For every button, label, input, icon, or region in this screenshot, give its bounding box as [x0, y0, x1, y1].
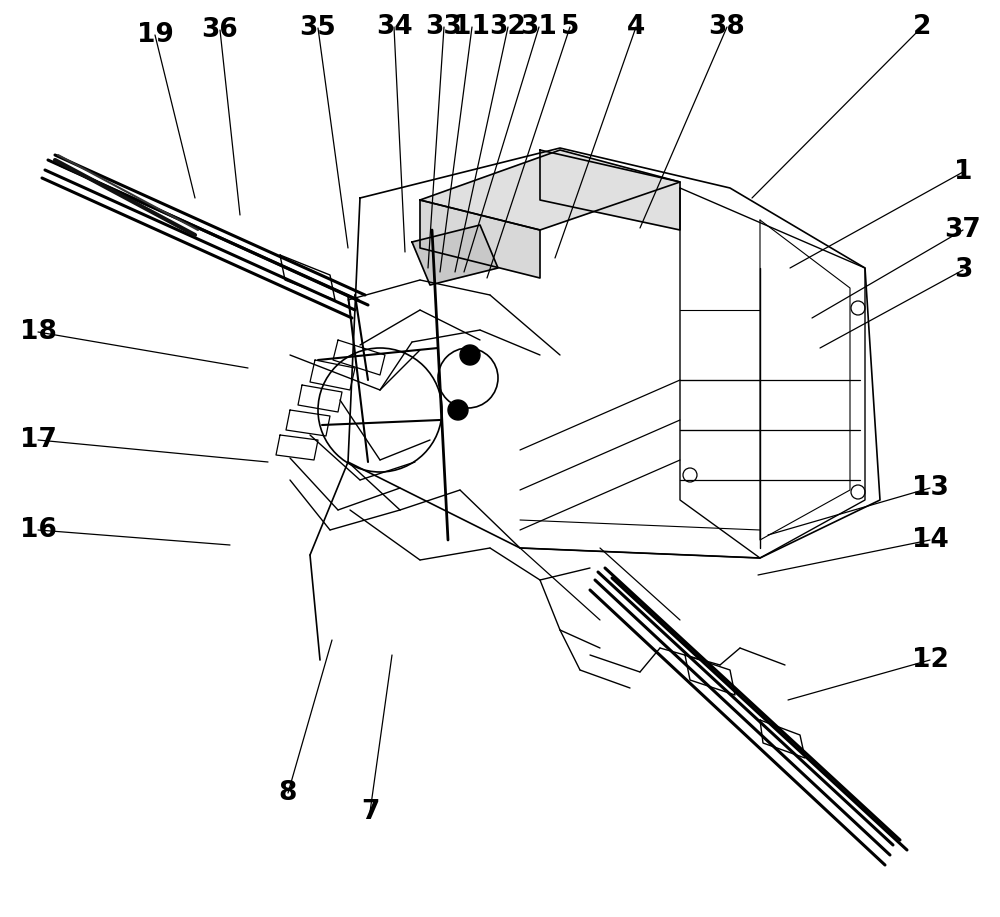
Text: 13: 13 — [912, 475, 948, 501]
Text: 12: 12 — [912, 647, 948, 673]
Text: 34: 34 — [376, 14, 412, 40]
Text: 31: 31 — [521, 14, 557, 40]
Text: 3: 3 — [954, 257, 972, 283]
Text: 4: 4 — [627, 14, 645, 40]
Circle shape — [448, 400, 468, 420]
Text: 8: 8 — [279, 780, 297, 806]
Polygon shape — [420, 200, 540, 278]
Text: 1: 1 — [954, 159, 972, 185]
Text: 17: 17 — [20, 427, 56, 453]
Text: 32: 32 — [490, 14, 526, 40]
Text: 36: 36 — [202, 17, 238, 43]
Text: 2: 2 — [913, 14, 931, 40]
Text: 37: 37 — [945, 217, 981, 243]
Polygon shape — [420, 150, 680, 230]
Text: 35: 35 — [300, 15, 336, 41]
Circle shape — [460, 345, 480, 365]
Text: 19: 19 — [137, 22, 173, 48]
Text: 16: 16 — [20, 517, 56, 543]
Text: 33: 33 — [426, 14, 462, 40]
Polygon shape — [540, 150, 680, 230]
Text: 7: 7 — [361, 799, 379, 825]
Text: 18: 18 — [20, 319, 56, 345]
Text: 11: 11 — [454, 14, 490, 40]
Text: 14: 14 — [912, 527, 948, 553]
Text: 38: 38 — [709, 14, 745, 40]
Text: 5: 5 — [561, 14, 579, 40]
Polygon shape — [412, 225, 498, 285]
